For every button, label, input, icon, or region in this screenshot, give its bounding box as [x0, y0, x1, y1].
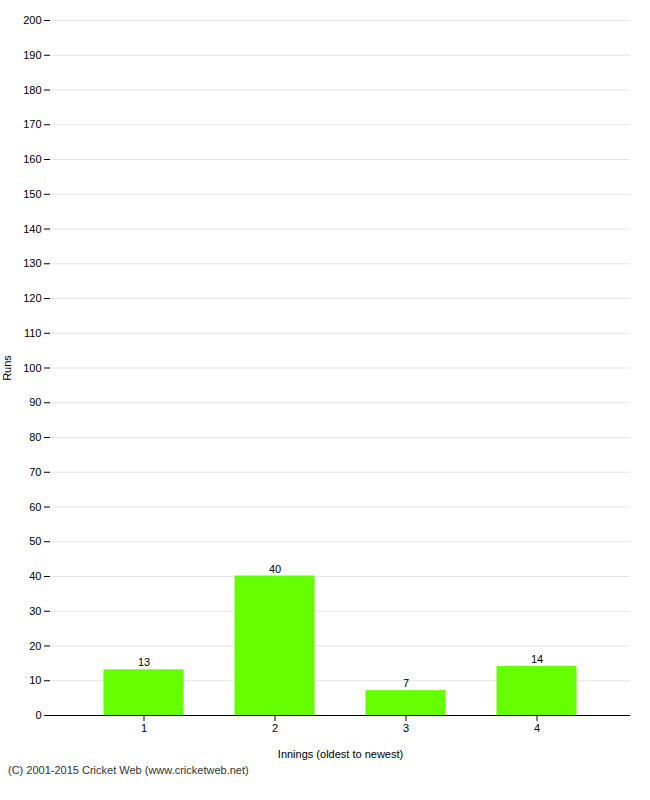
svg-text:160: 160	[23, 153, 41, 165]
svg-text:170: 170	[23, 118, 41, 130]
svg-text:150: 150	[23, 188, 41, 200]
svg-text:14: 14	[531, 653, 543, 665]
svg-text:10: 10	[29, 674, 41, 686]
svg-text:120: 120	[23, 292, 41, 304]
svg-text:90: 90	[29, 396, 41, 408]
svg-text:140: 140	[23, 223, 41, 235]
svg-text:50: 50	[29, 535, 41, 547]
svg-text:13: 13	[138, 656, 150, 668]
svg-text:110: 110	[24, 327, 42, 339]
svg-text:Runs: Runs	[1, 355, 13, 381]
svg-text:190: 190	[23, 49, 41, 61]
svg-text:1: 1	[141, 722, 147, 734]
html-text:(C) 2001-2015 Cricket Web (www: (C) 2001-2015 Cricket Web (www.cricketwe…	[8, 764, 249, 776]
svg-text:3: 3	[403, 722, 409, 734]
svg-text:2: 2	[272, 722, 278, 734]
svg-text:4: 4	[534, 722, 540, 734]
svg-text:0: 0	[35, 709, 41, 721]
svg-text:Innings (oldest to newest): Innings (oldest to newest)	[278, 748, 403, 760]
svg-text:7: 7	[403, 677, 409, 689]
svg-text:200: 200	[23, 14, 41, 26]
svg-text:130: 130	[23, 257, 41, 269]
svg-text:30: 30	[29, 605, 41, 617]
svg-text:60: 60	[29, 501, 41, 513]
svg-text:40: 40	[269, 563, 281, 575]
svg-text:70: 70	[29, 466, 41, 478]
svg-text:80: 80	[29, 431, 41, 443]
svg-text:100: 100	[23, 362, 41, 374]
svg-text:20: 20	[29, 640, 41, 652]
svg-text:180: 180	[23, 84, 41, 96]
svg-text:40: 40	[29, 570, 41, 582]
